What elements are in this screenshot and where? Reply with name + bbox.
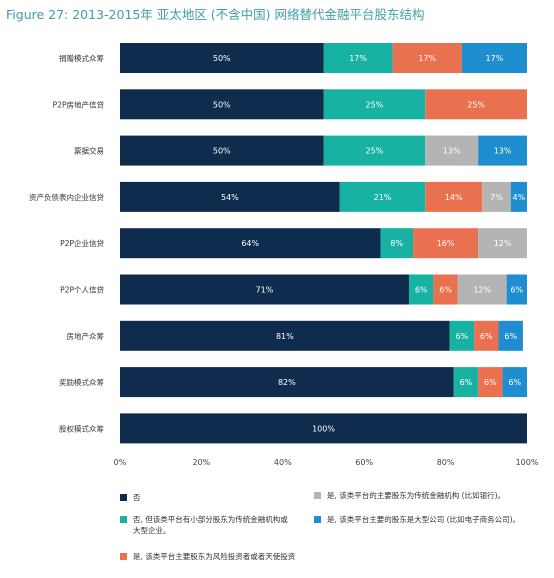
x-tick-label: 80% — [437, 458, 455, 467]
legend-label-line: 否, 但该类平台有小部分股东为传统金融机构或 — [133, 515, 288, 524]
bar-segment — [461, 43, 527, 73]
bar-segment — [498, 320, 523, 351]
legend-swatch — [120, 516, 127, 523]
bar-segment — [120, 413, 527, 444]
category-label: 奖励模式众筹 — [59, 377, 104, 387]
bar-segment — [474, 320, 499, 351]
data-label: 17% — [418, 54, 436, 63]
bar-segment — [425, 135, 479, 166]
bar-segment — [425, 181, 483, 212]
bars-group: 50% 17% 17% 17% 50% 25% 25% 50% 25% 13% 13% 54% 21% 1… — [120, 43, 527, 444]
legend-label-line: 是, 该类平台主要的股东是大型公司 (比如电子商务公司)。 — [327, 515, 521, 524]
x-tick-label: 40% — [274, 458, 292, 467]
data-label: 6% — [480, 332, 493, 341]
data-label: 21% — [374, 193, 392, 202]
bar-segment — [449, 320, 475, 351]
data-label: 50% — [213, 100, 231, 109]
data-label: 25% — [365, 100, 383, 109]
data-label: 71% — [256, 286, 274, 295]
category-label: P2P房地产信贷 — [53, 99, 105, 109]
category-label: 票据交易 — [74, 146, 104, 156]
data-label: 6% — [484, 378, 497, 387]
category-label: 捐赠模式众筹 — [59, 53, 104, 63]
x-tick-label: 100% — [516, 458, 539, 467]
bar-segment — [478, 135, 527, 166]
data-label: 82% — [278, 378, 296, 387]
bar-segment — [506, 274, 527, 305]
x-tick-label: 0% — [114, 458, 127, 467]
bar-segment — [413, 228, 479, 259]
bar-segment — [120, 43, 324, 73]
x-tick-label: 60% — [355, 458, 373, 467]
bar-segment — [120, 228, 381, 259]
data-label: 25% — [467, 100, 485, 109]
bar-segment — [392, 43, 462, 73]
bar-segment — [120, 89, 324, 120]
bar-segment — [425, 89, 527, 120]
data-label: 13% — [443, 147, 461, 156]
data-label: 4% — [513, 193, 526, 202]
legend-swatch — [120, 553, 127, 560]
legend-label-line: 是, 该类平台主要股东为风险投资者或者天使投资 — [133, 552, 296, 561]
legend-label-line: 大型企业。 — [133, 526, 171, 535]
legend-swatch — [120, 494, 127, 501]
data-label: 81% — [276, 332, 294, 341]
legend-swatch — [314, 492, 321, 499]
bar-segment — [408, 274, 434, 305]
stacked-bar-chart: 50% 17% 17% 17% 50% 25% 25% 50% 25% 13% 13% 54% 21% 1… — [29, 43, 539, 467]
data-label: 8% — [390, 239, 403, 248]
bar-segment — [482, 181, 511, 212]
bar-segment — [380, 228, 414, 259]
bar-segment — [323, 89, 426, 120]
bar-segment — [120, 181, 340, 212]
data-label: 6% — [456, 332, 469, 341]
bar-segment — [323, 43, 393, 73]
bar-segment — [323, 135, 426, 166]
legend-swatch — [314, 516, 321, 523]
x-axis-ticks: 0% 20% 40% 60% 80% 100% — [114, 458, 539, 467]
bar-segment — [453, 367, 479, 398]
category-label: P2P企业信贷 — [60, 238, 104, 248]
data-label: 17% — [486, 54, 504, 63]
bar-segment — [120, 367, 454, 398]
bar-segment — [120, 320, 450, 351]
data-label: 6% — [508, 378, 521, 387]
bar-segment — [502, 367, 527, 398]
data-label: 12% — [494, 239, 512, 248]
data-label: 54% — [221, 193, 239, 202]
category-label: 资产负债表内企业信贷 — [29, 192, 104, 202]
data-label: 13% — [494, 147, 512, 156]
category-label: P2P个人信贷 — [60, 285, 104, 295]
data-label: 6% — [415, 286, 428, 295]
bar-segment — [339, 181, 426, 212]
data-label: 16% — [437, 239, 455, 248]
data-label: 50% — [213, 147, 231, 156]
bar-segment — [120, 274, 409, 305]
data-label: 7% — [490, 193, 503, 202]
data-label: 14% — [445, 193, 463, 202]
bar-segment — [510, 181, 527, 212]
bar-segment — [120, 135, 324, 166]
data-label: 100% — [312, 424, 335, 433]
x-tick-label: 20% — [193, 458, 211, 467]
data-label: 6% — [439, 286, 452, 295]
data-label: 64% — [241, 239, 259, 248]
bar-segment — [457, 274, 507, 305]
data-label: 25% — [365, 147, 383, 156]
legend-label-line: 否 — [133, 493, 141, 502]
category-label: 股权模式众筹 — [59, 423, 104, 433]
data-label: 6% — [460, 378, 473, 387]
bar-segment — [433, 274, 458, 305]
data-label: 50% — [213, 54, 231, 63]
chart-title: Figure 27: 2013-2015年 亚太地区 (不含中国) 网络替代金融… — [6, 7, 425, 22]
data-label: 17% — [349, 54, 367, 63]
bar-segment — [478, 367, 503, 398]
bar-segment — [478, 228, 527, 259]
legend-label-line: 是, 该类平台的主要股东为传统金融机构 (比如银行)。 — [327, 491, 506, 500]
data-label: 6% — [510, 286, 523, 295]
category-label: 房地产众筹 — [67, 331, 105, 341]
data-label: 12% — [473, 286, 491, 295]
data-label: 6% — [504, 332, 517, 341]
